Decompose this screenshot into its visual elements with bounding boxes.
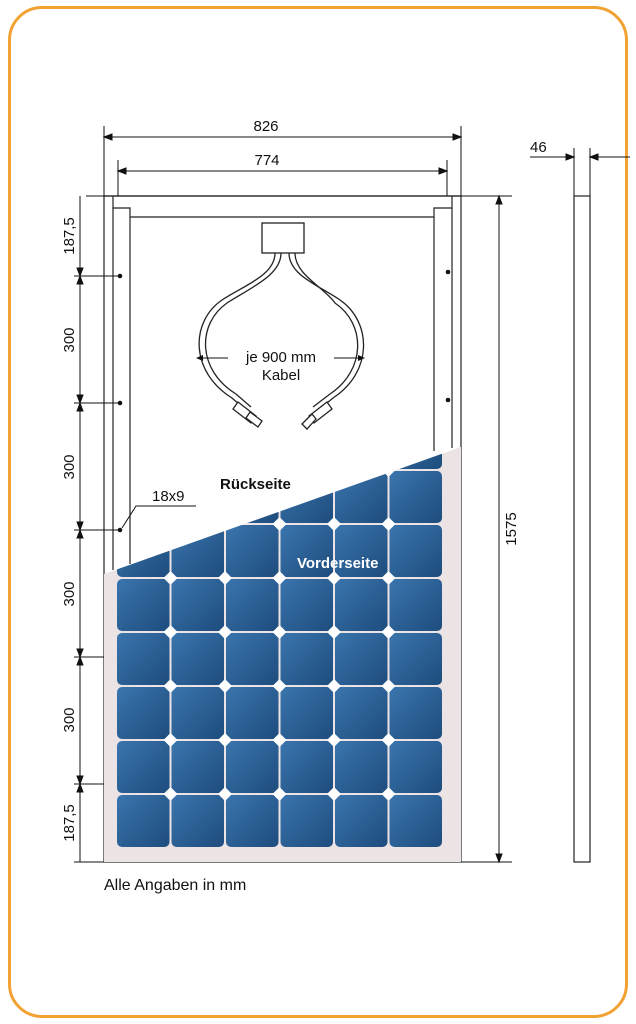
cell-gap-diamond: [381, 733, 396, 747]
junction-box-and-cables: [198, 222, 365, 430]
spacing-1-label: 300: [61, 327, 78, 352]
cell-gap-diamond: [163, 625, 178, 639]
solar-cell: [280, 687, 333, 739]
dimension-inner-width: [116, 160, 449, 196]
side-profile: [573, 195, 591, 863]
solar-cell: [389, 525, 442, 577]
solar-cell: [335, 579, 388, 631]
dimension-total-width: [102, 126, 463, 196]
cell-gap-diamond: [381, 625, 396, 639]
cell-gap-diamond: [327, 571, 341, 585]
dimension-depth: [530, 148, 630, 196]
solar-cell: [117, 687, 170, 739]
spacing-bottom-label: 187,5: [61, 804, 78, 842]
cell-gap-diamond: [218, 733, 232, 747]
units-footnote: Alle Angaben in mm: [104, 877, 247, 894]
cell-gap-diamond: [381, 517, 396, 531]
solar-cell: [389, 471, 442, 523]
cell-gap-diamond: [218, 679, 232, 693]
height-label: 1575: [503, 512, 520, 545]
solar-cell: [117, 741, 170, 793]
solar-cell: [389, 579, 442, 631]
cell-gap-diamond: [272, 787, 287, 801]
solar-cell: [335, 525, 388, 577]
dimension-left-spacings: [74, 195, 120, 863]
hole-size-callout: [121, 505, 196, 529]
solar-cell: [280, 579, 333, 631]
cell-gap-diamond: [327, 733, 341, 747]
cell-gap-diamond: [218, 625, 232, 639]
cell-gap-diamond: [327, 517, 341, 531]
cable-label: je 900 mm Kabel: [196, 349, 365, 384]
cell-gap-diamond: [163, 571, 178, 585]
solar-cell: [389, 741, 442, 793]
cell-gap-diamond: [272, 571, 287, 585]
solar-cell: [171, 795, 224, 847]
cable-type-label: Kabel: [262, 367, 300, 384]
total-width-label: 826: [253, 118, 278, 135]
solar-cell: [280, 795, 333, 847]
mounting-holes: [117, 269, 451, 533]
solar-cell: [226, 579, 279, 631]
solar-cell: [117, 795, 170, 847]
solar-cell: [335, 795, 388, 847]
hole-size-label: 18x9: [152, 488, 185, 505]
back-frame: [104, 195, 461, 570]
solar-cell: [226, 525, 279, 577]
cell-gap-diamond: [272, 517, 287, 531]
solar-cell: [171, 579, 224, 631]
solar-cell: [226, 633, 279, 685]
spacing-2-label: 300: [61, 454, 78, 479]
cell-gap-diamond: [218, 571, 232, 585]
solar-cell: [335, 633, 388, 685]
back-side-label: Rückseite: [220, 476, 291, 493]
solar-cell: [280, 741, 333, 793]
spacing-top-label: 187,5: [61, 217, 78, 255]
solar-cell: [280, 633, 333, 685]
cell-gap-diamond: [163, 733, 178, 747]
cell-gap-diamond: [163, 679, 178, 693]
cable-length-label: je 900 mm: [245, 349, 316, 366]
cell-gap-diamond: [381, 787, 396, 801]
solar-cell: [226, 795, 279, 847]
solar-cell: [335, 741, 388, 793]
dimension-height: [461, 194, 512, 864]
cell-gap-diamond: [272, 733, 287, 747]
solar-cell: [117, 579, 170, 631]
solar-cell: [389, 633, 442, 685]
cell-gap-diamond: [272, 679, 287, 693]
cell-gap-diamond: [381, 679, 396, 693]
solar-cell: [280, 525, 333, 577]
solar-cell: [226, 741, 279, 793]
cell-gap-diamond: [272, 625, 287, 639]
solar-cell: [117, 633, 170, 685]
solar-cell: [389, 687, 442, 739]
cell-gap-diamond: [218, 787, 232, 801]
solar-cell: [389, 795, 442, 847]
depth-label: 46: [530, 139, 547, 156]
solar-cell: [171, 687, 224, 739]
solar-cell: [171, 741, 224, 793]
cell-gap-diamond: [381, 571, 396, 585]
cell-gap-diamond: [327, 787, 341, 801]
cell-gap-diamond: [327, 679, 341, 693]
cell-gap-diamond: [163, 787, 178, 801]
cell-gap-diamond: [327, 625, 341, 639]
solar-cell: [335, 687, 388, 739]
solar-cell: [226, 687, 279, 739]
spacing-3-label: 300: [61, 581, 78, 606]
inner-width-label: 774: [254, 152, 279, 169]
spacing-4-label: 300: [61, 707, 78, 732]
solar-cell: [171, 633, 224, 685]
front-side-label: Vorderseite: [297, 555, 378, 572]
